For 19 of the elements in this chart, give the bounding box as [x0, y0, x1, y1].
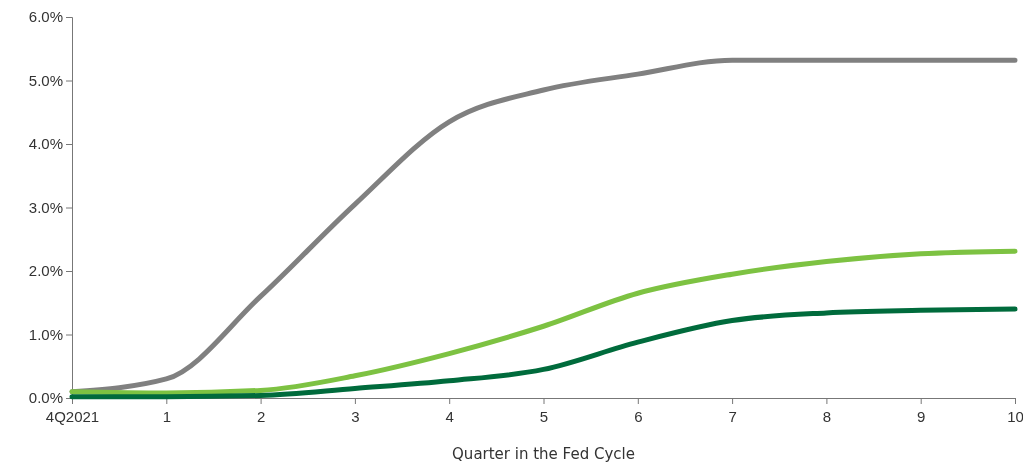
x-tick-label: 3 [351, 408, 360, 425]
x-tick-label: 8 [822, 408, 832, 425]
y-tick-label: 5.0% [28, 71, 63, 89]
x-tick-label: 1 [162, 408, 171, 425]
y-tick-label: 0.0% [28, 389, 63, 407]
x-tick-label: 4Q2021 [45, 408, 100, 425]
x-tick-label: 2 [256, 408, 266, 425]
y-tick-label: 4.0% [28, 135, 63, 153]
x-axis-title: Quarter in the Fed Cycle [452, 445, 635, 463]
y-tick-label: 3.0% [28, 198, 63, 216]
x-tick-label: 10 [1007, 408, 1023, 425]
x-tick-label: 9 [917, 408, 926, 425]
y-tick-label: 6.0% [28, 8, 63, 26]
x-tick-label: 5 [539, 408, 549, 425]
x-tick-label: 6 [634, 408, 643, 425]
x-tick-label: 4 [445, 408, 454, 425]
y-tick-label: 1.0% [28, 325, 63, 343]
y-tick-label: 2.0% [28, 262, 63, 280]
x-tick-label: 7 [728, 408, 737, 425]
